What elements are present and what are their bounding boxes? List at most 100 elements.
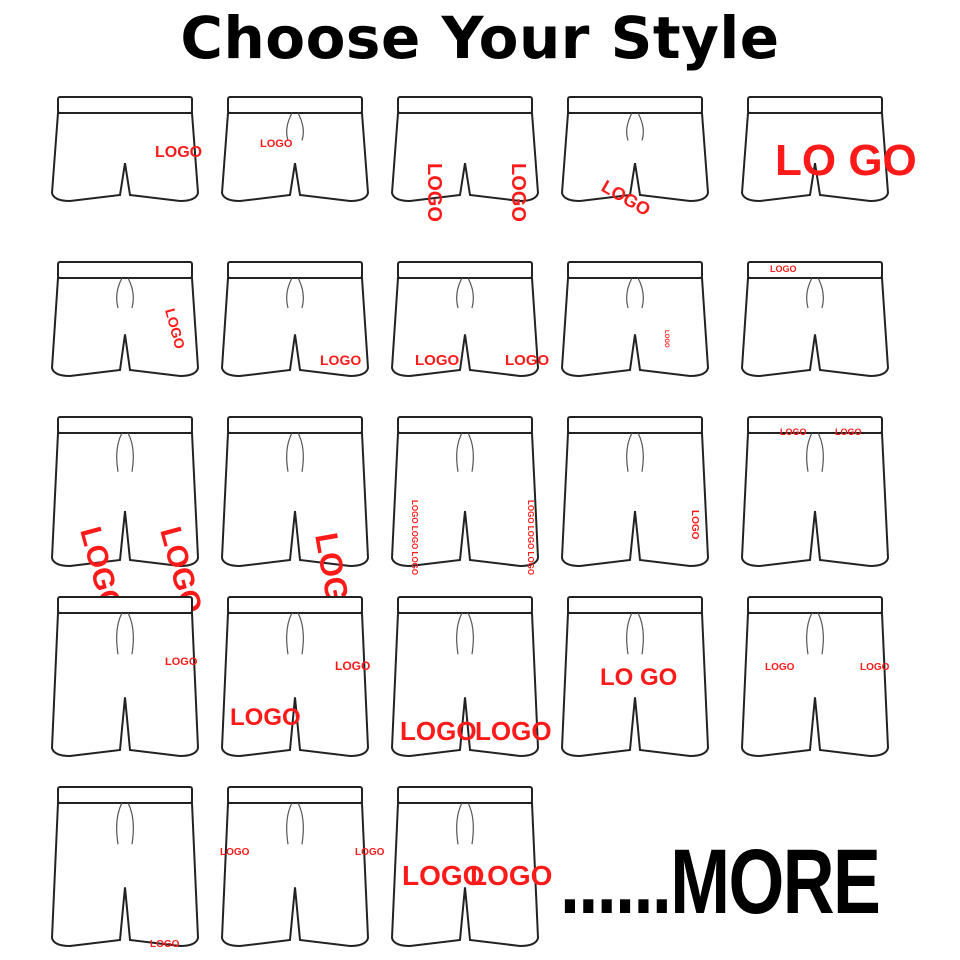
shorts-item-dolphin-short[interactable]: LOGO bbox=[45, 95, 205, 205]
logo-text: LOGO bbox=[355, 847, 385, 858]
waistband bbox=[747, 261, 883, 279]
waistband bbox=[57, 96, 193, 114]
drawstring bbox=[626, 432, 644, 472]
shorts-item-gym-short[interactable]: LOGO bbox=[555, 415, 715, 570]
drawstring bbox=[286, 432, 304, 472]
shorts-drawing: LOGO LOGO bbox=[740, 596, 890, 758]
drawstring bbox=[456, 277, 474, 309]
shorts-body bbox=[740, 432, 890, 568]
shorts-item-curved-hem[interactable]: LOGO bbox=[555, 95, 715, 220]
shorts-body bbox=[390, 277, 540, 378]
waistband bbox=[747, 416, 883, 434]
drawstring bbox=[286, 612, 304, 655]
shorts-body bbox=[220, 112, 370, 203]
drawstring bbox=[116, 432, 134, 472]
logo-text: LOGO bbox=[835, 427, 862, 437]
logo-text: LO GO bbox=[600, 664, 677, 691]
shorts-body bbox=[740, 612, 890, 758]
drawstring bbox=[286, 802, 304, 845]
shorts-drawing: LOGO bbox=[50, 96, 202, 203]
shorts-item-side-print[interactable]: LOGO LOGO LOGO LOGO LOGO LOGO bbox=[385, 415, 545, 575]
shorts-drawing: LOGO bbox=[220, 96, 370, 203]
shorts-item-cargo-short[interactable]: LOGO LOGO bbox=[215, 785, 385, 950]
shorts-item-boxy-short[interactable]: LO GO bbox=[735, 95, 917, 205]
shorts-item-2-in-1-short[interactable]: LOGO bbox=[45, 785, 205, 950]
shorts-item-retro-short[interactable]: LOGO bbox=[735, 260, 895, 380]
waistband bbox=[567, 261, 703, 279]
shorts-item-dolphin-drawstring[interactable]: LOGO bbox=[215, 95, 375, 205]
shorts-item-mesh-short[interactable]: LOGO LOGO bbox=[385, 785, 552, 950]
waistband bbox=[57, 416, 193, 434]
logo-text: LOGO bbox=[663, 330, 669, 348]
shorts-body bbox=[220, 277, 370, 378]
shorts-drawing: LOGO bbox=[740, 261, 890, 378]
shorts-drawing: LOGO LOGO LOGO LOGO LOGO LOGO bbox=[390, 416, 540, 575]
shorts-item-basketball-short[interactable]: LOGO LOGO bbox=[45, 415, 208, 617]
shorts-item-dress-short[interactable]: LO GO bbox=[555, 595, 715, 760]
shorts-item-tailored-short[interactable]: LOGO LOGO bbox=[215, 595, 375, 760]
logo-text: LOGO bbox=[765, 662, 795, 673]
shorts-body bbox=[220, 612, 370, 758]
waistband bbox=[227, 96, 363, 114]
shorts-body bbox=[50, 802, 200, 948]
shorts-item-chino-short[interactable]: LOGO bbox=[45, 595, 205, 760]
waistband bbox=[567, 596, 703, 614]
logo-text: LOGO bbox=[423, 163, 445, 222]
waistband bbox=[57, 261, 193, 279]
drawstring bbox=[806, 612, 824, 655]
shorts-body bbox=[560, 112, 710, 203]
logo-text: LO GO bbox=[775, 136, 917, 185]
drawstring bbox=[286, 277, 304, 309]
waistband bbox=[397, 261, 533, 279]
shorts-item-volley-short[interactable]: LOGO LOGO bbox=[385, 260, 549, 380]
drawstring bbox=[626, 277, 644, 309]
shorts-item-athletic-short[interactable]: LOGO bbox=[215, 415, 375, 629]
logo-text: LOGO bbox=[400, 716, 477, 746]
waistband bbox=[227, 596, 363, 614]
drawstring bbox=[286, 112, 304, 141]
waistband bbox=[397, 416, 533, 434]
logo-text: LOGO bbox=[689, 510, 700, 540]
shorts-body bbox=[50, 112, 200, 203]
shorts-drawing: LOGO bbox=[50, 786, 200, 950]
logo-text: LOGO bbox=[780, 427, 807, 437]
waistband bbox=[567, 96, 703, 114]
waistband bbox=[747, 96, 883, 114]
waistband bbox=[227, 261, 363, 279]
shorts-item-waistband-logo[interactable]: LOGO LOGO bbox=[735, 415, 895, 570]
waistband bbox=[227, 416, 363, 434]
shorts-item-drawstring-short[interactable]: LOGO bbox=[215, 260, 375, 380]
drawstring bbox=[456, 432, 474, 472]
shorts-drawing: LOGO LOGO bbox=[740, 416, 890, 568]
shorts-drawing: LOGO bbox=[220, 261, 370, 378]
logo-text: LOGO bbox=[155, 144, 202, 161]
shorts-item-running-short[interactable]: LOGO LOGO bbox=[385, 95, 545, 222]
shorts-item-board-short[interactable]: LOGO LOGO bbox=[735, 595, 895, 760]
shorts-body bbox=[390, 432, 540, 568]
shorts-drawing: LOGO bbox=[50, 261, 200, 378]
shorts-item-side-stripe[interactable]: LOGO bbox=[555, 260, 715, 380]
logo-text: LOGO bbox=[230, 704, 301, 731]
logo-text: LOGO bbox=[165, 656, 198, 668]
logo-text: LOGO bbox=[860, 662, 890, 673]
shorts-item-long-short[interactable]: LOGO LOGO bbox=[385, 595, 552, 760]
shorts-item-split-short[interactable]: LOGO bbox=[45, 260, 205, 380]
shorts-body bbox=[740, 277, 890, 378]
waistband bbox=[567, 416, 703, 434]
shorts-body bbox=[50, 612, 200, 758]
logo-text: LOGO bbox=[260, 138, 293, 150]
drawstring bbox=[626, 612, 644, 655]
waistband bbox=[397, 596, 533, 614]
logo-text: LOGO bbox=[415, 352, 459, 369]
shorts-drawing: LOGO bbox=[560, 96, 710, 220]
shorts-body bbox=[50, 432, 200, 568]
drawstring bbox=[116, 802, 134, 845]
logo-text: LOGO bbox=[507, 163, 529, 222]
drawstring bbox=[626, 112, 644, 141]
shorts-body bbox=[220, 432, 370, 568]
shorts-body bbox=[560, 432, 710, 568]
